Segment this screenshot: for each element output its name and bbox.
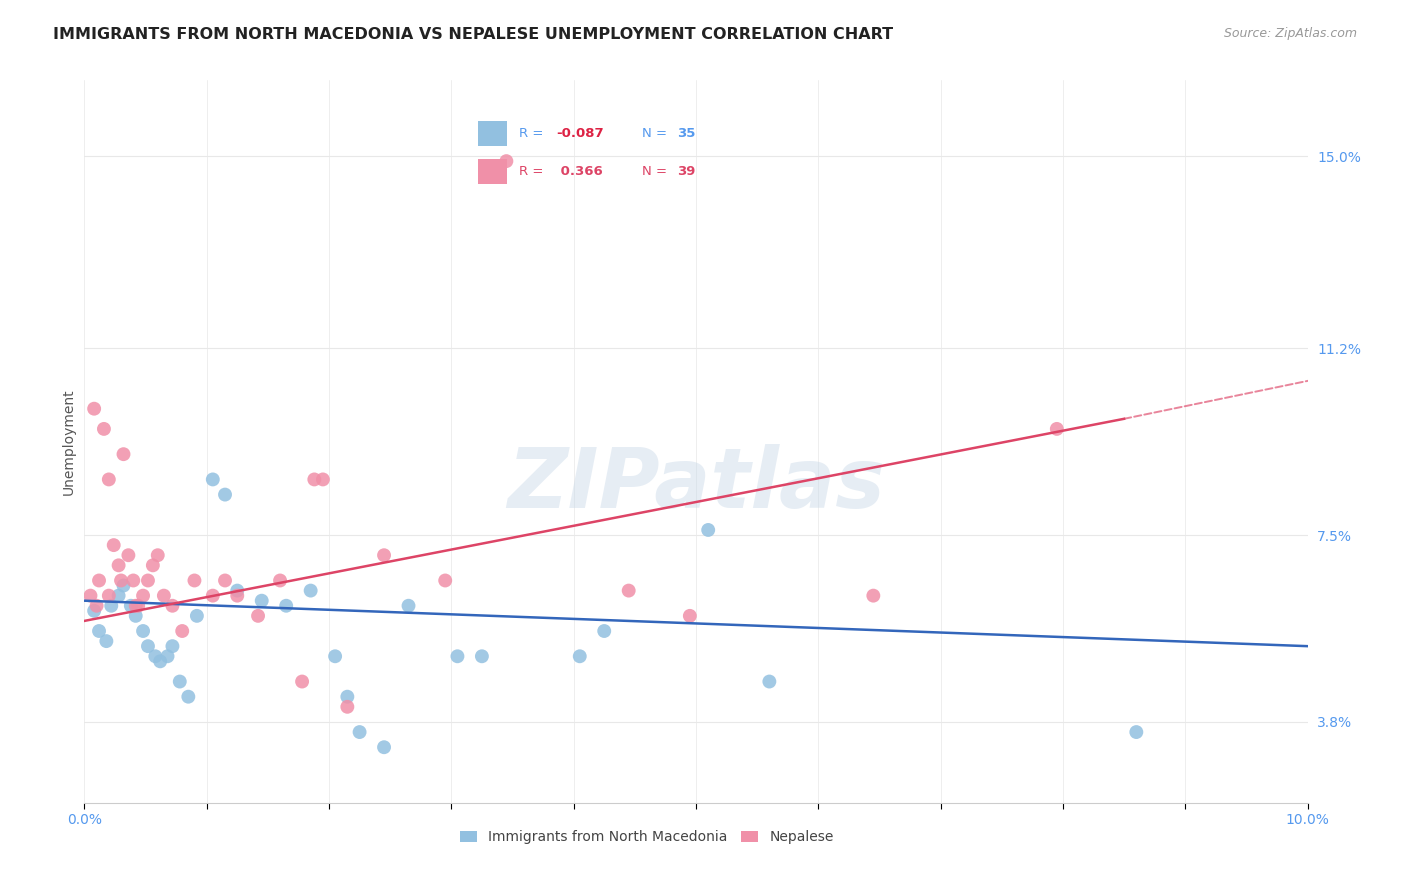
Point — [1125, 725, 1147, 739]
Point — [146, 548, 169, 562]
Y-axis label: Unemployment: Unemployment — [62, 388, 76, 495]
Point — [269, 574, 291, 588]
Point — [617, 583, 640, 598]
Point — [136, 639, 159, 653]
Point — [142, 558, 165, 573]
Point — [110, 574, 132, 588]
Point — [96, 634, 118, 648]
Point — [373, 740, 395, 755]
Point — [214, 574, 236, 588]
Point — [201, 472, 224, 486]
Point — [86, 599, 108, 613]
Point — [149, 654, 172, 668]
Point — [276, 599, 298, 613]
Point — [593, 624, 616, 638]
Point — [323, 649, 346, 664]
Point — [177, 690, 200, 704]
Point — [201, 589, 224, 603]
Point — [83, 604, 105, 618]
Point — [132, 589, 155, 603]
Point — [103, 538, 125, 552]
Text: ZIPatlas: ZIPatlas — [508, 444, 884, 525]
Point — [398, 599, 420, 613]
Point — [127, 599, 149, 613]
Point — [107, 589, 129, 603]
Legend: Immigrants from North Macedonia, Nepalese: Immigrants from North Macedonia, Nepales… — [456, 825, 839, 850]
Point — [100, 599, 122, 613]
Point — [336, 699, 359, 714]
Point — [758, 674, 780, 689]
Point — [247, 608, 270, 623]
Point — [83, 401, 105, 416]
Point — [162, 639, 184, 653]
Point — [117, 548, 139, 562]
Point — [226, 583, 249, 598]
Point — [1046, 422, 1069, 436]
Point — [226, 589, 249, 603]
Point — [697, 523, 720, 537]
Point — [291, 674, 314, 689]
Text: Source: ZipAtlas.com: Source: ZipAtlas.com — [1223, 27, 1357, 40]
Point — [186, 608, 208, 623]
Point — [862, 589, 884, 603]
Point — [87, 574, 110, 588]
Point — [107, 558, 129, 573]
Point — [495, 154, 517, 169]
Point — [568, 649, 591, 664]
Point — [373, 548, 395, 562]
Point — [122, 574, 145, 588]
Point — [153, 589, 176, 603]
Text: IMMIGRANTS FROM NORTH MACEDONIA VS NEPALESE UNEMPLOYMENT CORRELATION CHART: IMMIGRANTS FROM NORTH MACEDONIA VS NEPAL… — [53, 27, 894, 42]
Point — [304, 472, 326, 486]
Point — [136, 574, 159, 588]
Point — [299, 583, 322, 598]
Point — [112, 447, 135, 461]
Point — [125, 599, 148, 613]
Point — [97, 472, 120, 486]
Point — [87, 624, 110, 638]
Point — [125, 608, 148, 623]
Point — [434, 574, 457, 588]
Point — [143, 649, 166, 664]
Point — [169, 674, 191, 689]
Point — [112, 578, 135, 592]
Point — [162, 599, 184, 613]
Point — [349, 725, 371, 739]
Point — [93, 422, 115, 436]
Point — [312, 472, 335, 486]
Point — [679, 608, 702, 623]
Point — [97, 589, 120, 603]
Point — [250, 593, 273, 607]
Point — [471, 649, 494, 664]
Point — [446, 649, 468, 664]
Point — [336, 690, 359, 704]
Point — [132, 624, 155, 638]
Point — [156, 649, 179, 664]
Point — [79, 589, 101, 603]
Point — [214, 487, 236, 501]
Point — [183, 574, 205, 588]
Point — [120, 599, 142, 613]
Point — [172, 624, 194, 638]
